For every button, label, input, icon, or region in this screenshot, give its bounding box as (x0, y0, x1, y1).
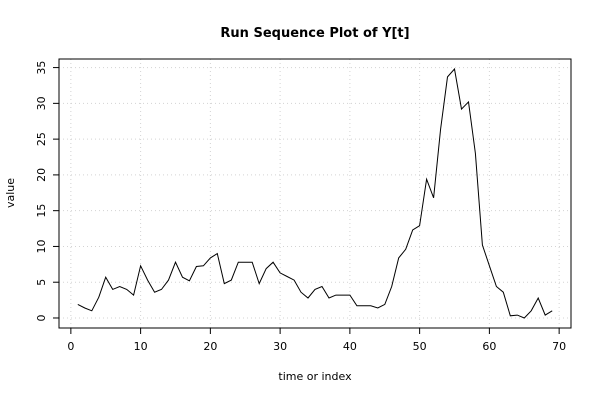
plot-frame (58, 58, 572, 329)
y-tick-label: 30 (35, 96, 48, 110)
x-tick-label: 0 (67, 340, 74, 353)
x-axis-label: time or index (278, 370, 352, 383)
y-tick-label: 20 (35, 168, 48, 182)
y-tick-label: 25 (35, 132, 48, 146)
y-tick-label: 35 (35, 61, 48, 75)
y-tick-label: 10 (35, 239, 48, 253)
x-tick-label: 50 (413, 340, 427, 353)
y-axis-label: value (4, 178, 17, 208)
x-tick-label: 20 (203, 340, 217, 353)
y-tick-label: 5 (35, 279, 48, 286)
chart-title: Run Sequence Plot of Y[t] (220, 26, 409, 41)
gridlines (59, 59, 571, 328)
x-tick-label: 40 (343, 340, 357, 353)
y-axis: 0 5 10 15 20 25 30 35 (35, 61, 59, 321)
x-tick-label: 60 (482, 340, 496, 353)
series-line (77, 67, 553, 319)
x-tick-label: 10 (134, 340, 148, 353)
x-tick-label: 30 (273, 340, 287, 353)
x-tick-label: 70 (552, 340, 566, 353)
y-tick-label: 0 (35, 314, 48, 321)
x-axis: 0 10 20 30 40 50 60 70 (67, 328, 566, 353)
y-tick-label: 15 (35, 204, 48, 218)
